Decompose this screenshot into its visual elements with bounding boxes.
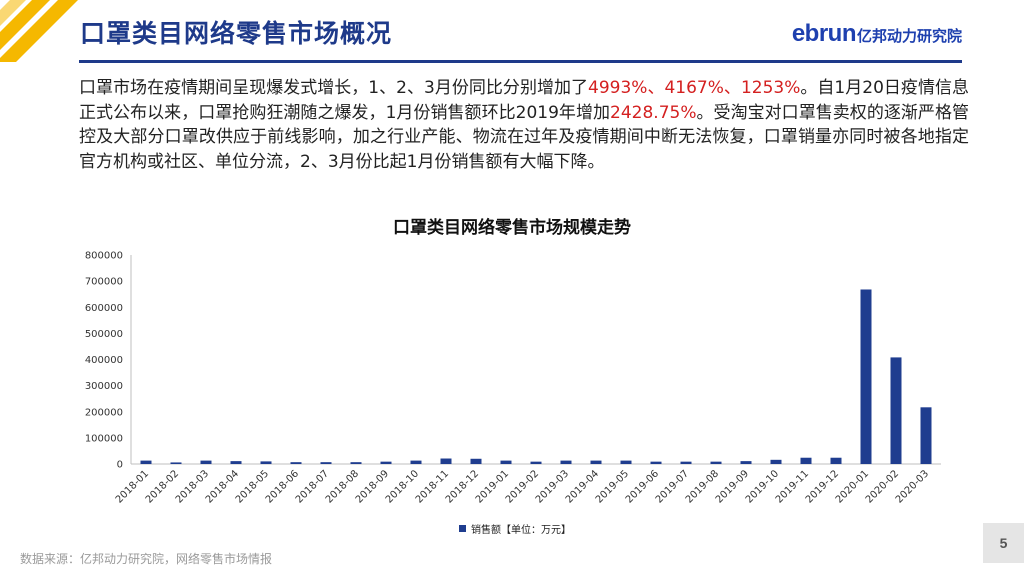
bar [260,461,272,464]
y-tick-label: 500000 [85,329,123,340]
bar [470,458,482,464]
summary-text-2: 。自1月20日疫情信息正式公布以来，口罩抢购狂潮随之爆发，1月份销售额环比201… [79,78,969,123]
summary-highlight-mom: 2428.75% [610,102,697,123]
bar [320,462,332,464]
page-number: 5 [983,523,1024,563]
chart-title: 口罩类目网络零售市场规模走势 [393,218,631,238]
bar [290,462,302,464]
x-tick-label: 2020-03 [894,468,931,505]
bar [410,460,422,464]
logo-cn-text: 亿邦动力研究院 [856,27,962,45]
bar [740,461,752,464]
bar [620,460,632,464]
bar [680,461,692,464]
y-tick-label: 200000 [85,407,123,418]
bar [860,289,872,464]
summary-text-1: 口罩市场在疫情期间呈现爆发式增长，1、2、3月份同比分别增加了 [79,78,589,98]
bar [500,460,512,464]
header-divider [79,60,962,63]
bar [140,460,152,464]
y-tick-label: 600000 [85,303,123,314]
bar [230,461,242,464]
bar [830,457,842,464]
ebrun-logo: ebrun 亿邦动力研究院 [792,20,962,48]
chart-legend: 销售额【单位：万元】 [459,521,571,536]
bar [440,458,452,464]
y-tick-label: 100000 [85,433,123,444]
bar [650,461,662,464]
summary-text-3: 。受淘宝对口罩售卖权的逐渐严格管控及大部分口罩改供应于前线影响，加之行业产能、物… [79,102,969,172]
bar [380,461,392,464]
y-tick-label: 0 [117,460,123,471]
bar [590,460,602,464]
legend-label: 销售额【单位：万元】 [471,525,571,536]
bar [800,457,812,464]
bar [890,357,902,464]
bar [770,459,782,464]
bar [710,461,722,464]
y-tick-label: 700000 [85,277,123,288]
bar [200,460,212,464]
legend-swatch [459,525,466,532]
summary-highlight-growth: 4993%、4167%、1253% [588,78,801,98]
logo-brand-text: ebrun [791,20,857,47]
bar [920,407,932,464]
data-source-note: 数据来源：亿邦动力研究院，网络零售市场情报 [20,552,273,566]
summary-paragraph: 口罩市场在疫情期间呈现爆发式增长，1、2、3月份同比分别增加了4993%、416… [79,76,969,174]
bar [350,462,362,464]
y-tick-label: 800000 [85,251,123,262]
y-tick-label: 300000 [85,381,123,392]
corner-stripes-decoration [0,0,80,64]
page-title: 口罩类目网络零售市场概况 [80,19,393,48]
bar [170,462,182,464]
y-tick-label: 400000 [85,355,123,366]
bar [560,460,572,464]
bar [530,461,542,464]
